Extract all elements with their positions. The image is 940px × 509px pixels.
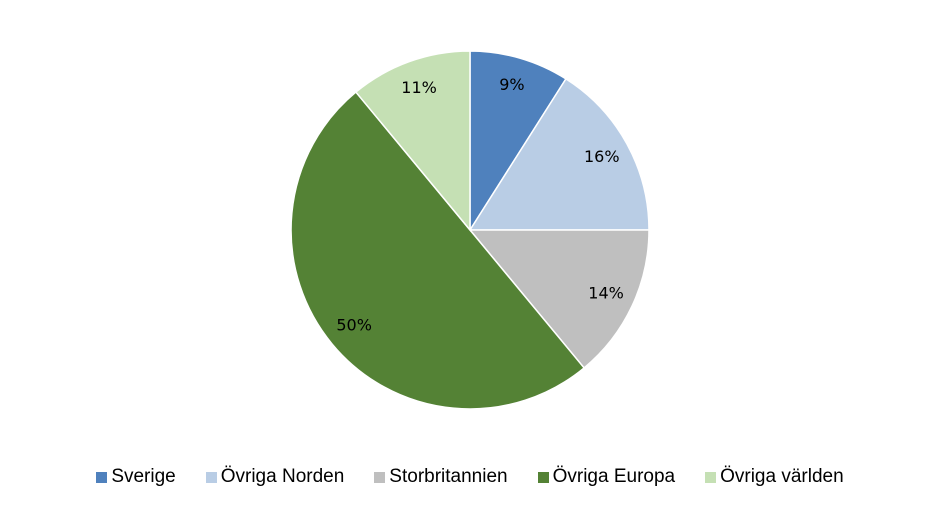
- legend-item: Övriga världen: [705, 466, 844, 488]
- legend-item: Sverige: [96, 466, 176, 488]
- legend-swatch: [96, 471, 108, 483]
- data-label: 16%: [584, 147, 620, 166]
- legend-swatch: [205, 471, 217, 483]
- chart: 9% 16% 14% 50% 11%: [290, 50, 650, 410]
- pie-slice: [468, 77, 650, 231]
- legend-label: Övriga Norden: [220, 466, 345, 487]
- legend-label: Övriga Europa: [552, 466, 676, 487]
- legend-label: Sverige: [111, 466, 176, 487]
- data-label: 50%: [336, 315, 372, 334]
- data-label: 11%: [401, 78, 437, 97]
- legend-swatch: [705, 471, 717, 483]
- pie-slice: [354, 50, 471, 233]
- legend-swatch: [537, 471, 549, 483]
- legend-item: Storbritannien: [374, 466, 508, 488]
- legend-label: Övriga världen: [720, 466, 844, 487]
- data-label: 14%: [588, 284, 624, 303]
- legend-swatch: [374, 471, 386, 483]
- pie-slice: [469, 50, 567, 233]
- legend: Sverige Övriga Norden Storbritannien Övriga…: [0, 466, 940, 488]
- pie-slice: [290, 91, 586, 410]
- legend-item: Övriga Europa: [537, 466, 676, 488]
- legend-item: Övriga Norden: [205, 466, 345, 488]
- data-label: 9%: [499, 75, 524, 94]
- legend-label: Storbritannien: [389, 466, 508, 487]
- pie-slice: [468, 229, 650, 369]
